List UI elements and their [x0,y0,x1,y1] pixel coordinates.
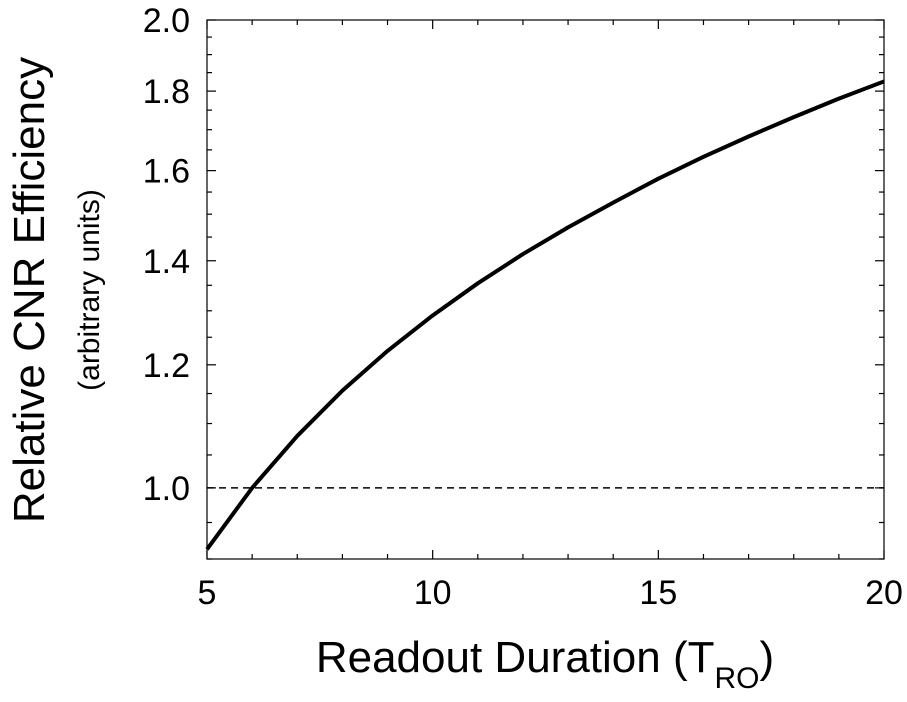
y-tick-label: 1.8 [143,73,190,111]
x-axis-title: Readout Duration (TRO) [316,633,774,695]
series-line [205,79,885,551]
x-tick-label: 10 [414,574,452,612]
x-axis-title-main: Readout Duration (T [316,633,715,682]
y-tick-label: 1.0 [143,470,190,508]
x-tick-label: 20 [865,574,903,612]
x-tick-labels: 5 10 15 20 [198,574,903,612]
x-tick-label: 5 [198,574,217,612]
x-axis-title-subscript: RO [715,662,760,695]
x-tick-label: 15 [639,574,677,612]
x-axis-title-suffix: ) [760,633,775,682]
y-axis-title: Relative CNR Efficiency [5,57,54,523]
ticks-layer [206,19,885,560]
y-tick-label: 1.6 [143,153,190,191]
y-tick-label: 1.2 [143,347,190,385]
plot-frame [206,19,885,560]
y-tick-label: 1.4 [143,243,190,281]
y-tick-label: 2.0 [143,2,190,40]
y-tick-labels: 1.0 1.2 1.4 1.6 1.8 2.0 [143,2,190,508]
y-axis-subtitle: (arbitrary units) [73,189,106,391]
